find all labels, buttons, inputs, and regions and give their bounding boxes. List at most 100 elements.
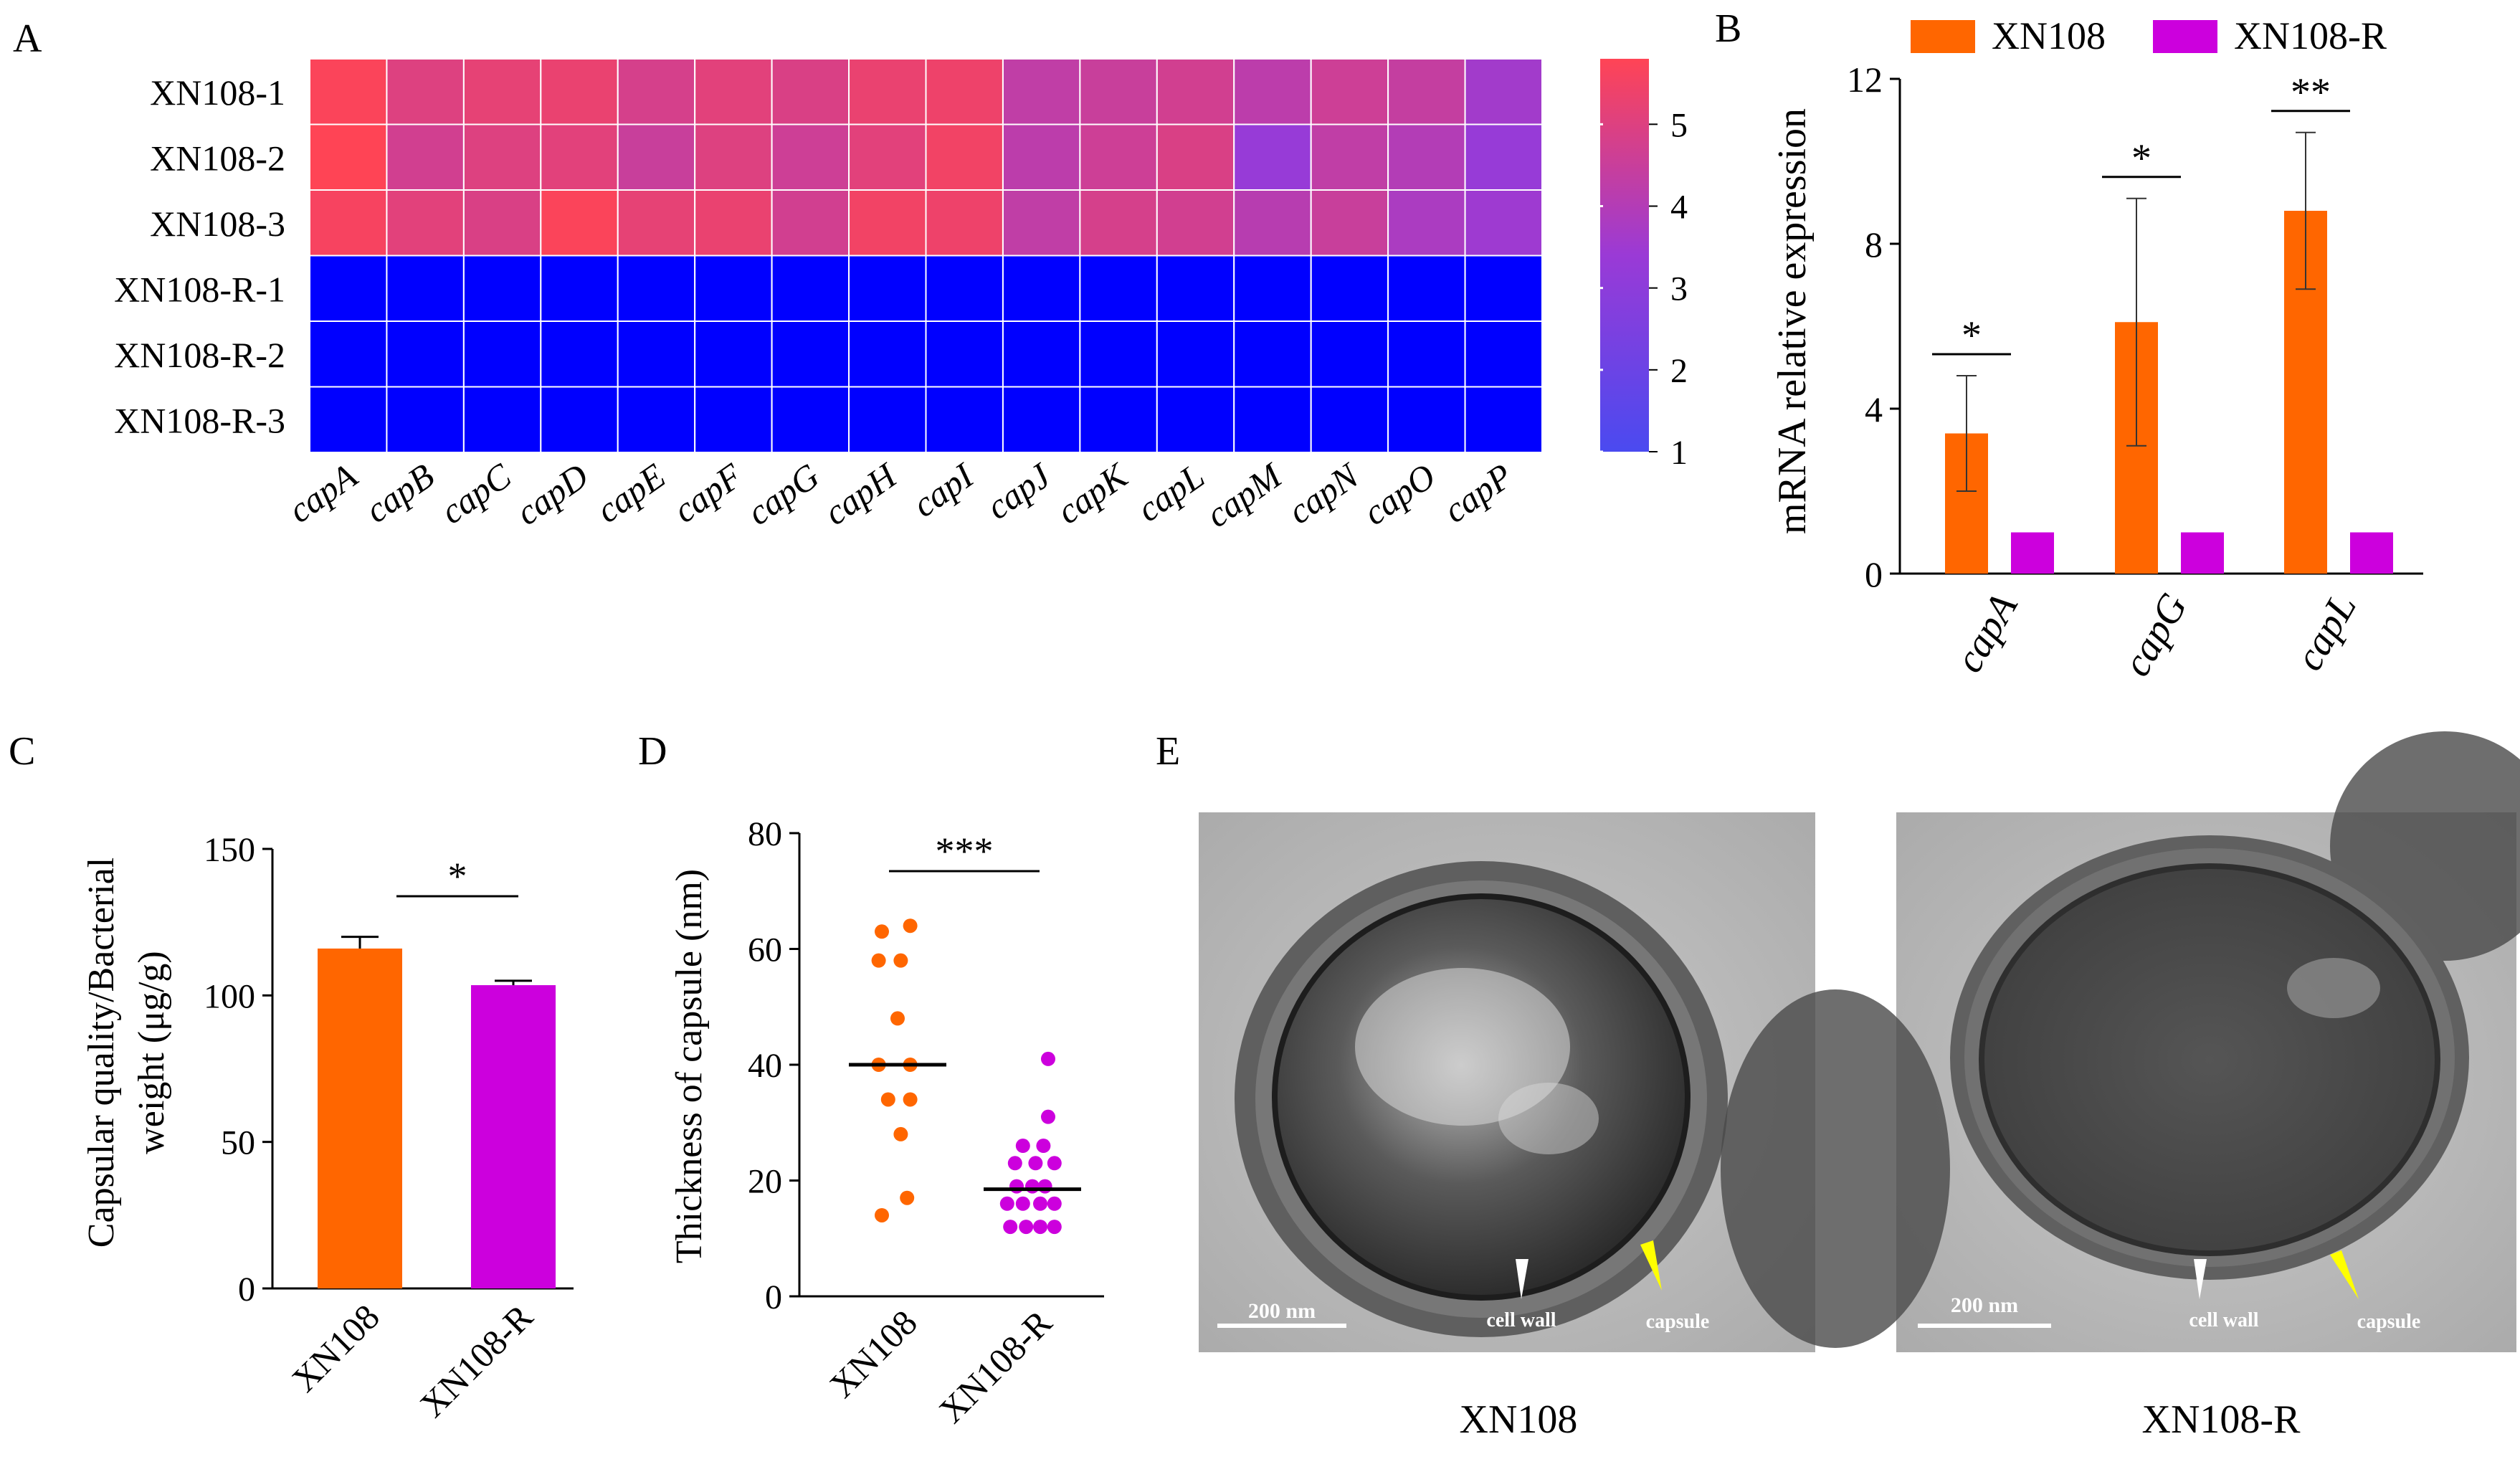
heatmap-cell-xn108-r-3-capa — [309, 386, 388, 453]
chart-d-sig-marker: *** — [936, 830, 994, 873]
heatmap-cell-xn108-r-1-capk — [1079, 255, 1158, 322]
heatmap-row-label: XN108-3 — [150, 204, 285, 244]
heatmap-column-label: capI — [905, 455, 982, 525]
heatmap-cell-xn108-r-1-capl — [1156, 255, 1235, 322]
heatmap-cell-xn108-r-2-capf — [694, 320, 773, 388]
heatmap-cell-xn108-3-capo — [1387, 189, 1466, 257]
colorbar-tick-label: 2 — [1670, 352, 1688, 390]
heatmap-cell-xn108-r-2-capo — [1387, 320, 1466, 388]
heatmap-cell-xn108-r-3-caph — [848, 386, 927, 453]
chart-c-y-tick-label: 100 — [204, 977, 255, 1015]
heatmap-cell-xn108-1-capn — [1310, 58, 1389, 125]
heatmap-column-label: capJ — [979, 455, 1060, 528]
heatmap-row-label: XN108-R-2 — [114, 335, 285, 375]
panel-a-label: A — [13, 16, 42, 61]
heatmap-cell-xn108-r-3-cape — [617, 386, 696, 453]
heatmap — [309, 58, 1543, 453]
heatmap-cell-xn108-r-1-capf — [694, 255, 773, 322]
point-xn108-r-10 — [999, 1196, 1014, 1211]
heatmap-cell-xn108-r-3-capl — [1156, 386, 1235, 453]
heatmap-cell-xn108-3-capl — [1156, 189, 1235, 257]
heatmap-cell-xn108-r-2-capp — [1464, 320, 1543, 388]
point-xn108-11 — [900, 1190, 915, 1205]
chart-b-y-tick-label: 4 — [1865, 389, 1883, 429]
cell-wall-arrow-right — [2194, 1259, 2207, 1299]
heatmap-cell-xn108-r-3-capo — [1387, 386, 1466, 453]
capsule-label-right: capsule — [2357, 1311, 2421, 1333]
heatmap-cell-xn108-2-caph — [848, 123, 927, 191]
point-xn108-10 — [875, 1207, 889, 1222]
heatmap-cell-xn108-2-capj — [1002, 123, 1081, 191]
panel-d-ylabel: Thickness of capsule (nm) — [669, 869, 710, 1263]
heatmap-cell-xn108-3-capd — [540, 189, 619, 257]
colorbar-tick-label: 4 — [1670, 189, 1688, 227]
tem-image-xn108-r: 200 nm cell wall capsule — [1721, 731, 2520, 1352]
heatmap-cell-xn108-r-3-capb — [386, 386, 465, 453]
heatmap-cell-xn108-r-3-capg — [771, 386, 850, 453]
legend-swatch-xn108 — [1911, 20, 1975, 53]
point-xn108-r-4 — [1007, 1156, 1022, 1171]
heatmap-cell-xn108-r-1-capn — [1310, 255, 1389, 322]
chart-d-x-label: XN108 — [822, 1302, 925, 1405]
heatmap-cell-xn108-r-1-capj — [1002, 255, 1081, 322]
chart-b-y-tick-label: 12 — [1847, 60, 1883, 100]
point-xn108-9 — [893, 1126, 908, 1141]
heatmap-cell-xn108-r-1-capd — [540, 255, 619, 322]
heatmap-cell-xn108-2-capd — [540, 123, 619, 191]
bar-xn108-r-capL — [2350, 532, 2393, 574]
heatmap-cell-xn108-r-3-capd — [540, 386, 619, 453]
bar-xn108 — [318, 948, 402, 1288]
heatmap-row-label: XN108-1 — [150, 72, 285, 113]
heatmap-cell-xn108-2-capf — [694, 123, 773, 191]
chart-b: 0 4 8 12 * capA * capG ** capL — [1847, 60, 2423, 684]
chart-b-y-tick-label: 8 — [1865, 224, 1883, 265]
heatmap-cell-xn108-2-cape — [617, 123, 696, 191]
heatmap-cell-xn108-3-capf — [694, 189, 773, 257]
heatmap-cell-xn108-3-caph — [848, 189, 927, 257]
heatmap-cell-xn108-r-2-cape — [617, 320, 696, 388]
heatmap-cell-xn108-r-2-capj — [1002, 320, 1081, 388]
heatmap-cell-xn108-3-capa — [309, 189, 388, 257]
heatmap-cell-xn108-2-capp — [1464, 123, 1543, 191]
heatmap-cell-xn108-r-1-capc — [462, 255, 542, 322]
heatmap-cell-xn108-1-capm — [1233, 58, 1312, 125]
cell-wall-label-left: cell wall — [1486, 1309, 1556, 1331]
heatmap-cell-xn108-r-1-capm — [1233, 255, 1312, 322]
panel-c-ylabel-line1: Capsular quality/Bacterial — [81, 858, 122, 1248]
heatmap-cell-xn108-r-3-capm — [1233, 386, 1312, 453]
heatmap-column-label: capP — [1436, 455, 1519, 531]
heatmap-cell-xn108-1-capf — [694, 58, 773, 125]
point-xn108-7 — [880, 1092, 895, 1107]
heatmap-cell-xn108-r-1-capo — [1387, 255, 1466, 322]
heatmap-column-label: capD — [508, 455, 595, 533]
legend-label-xn108: XN108 — [1992, 14, 2106, 57]
heatmap-cell-xn108-3-capg — [771, 189, 850, 257]
scale-label-left: 200 nm — [1248, 1299, 1316, 1323]
chart-c-y-tick-label: 0 — [238, 1271, 255, 1309]
heatmap-cell-xn108-1-capj — [1002, 58, 1081, 125]
heatmap-cell-xn108-2-capc — [462, 123, 542, 191]
heatmap-cell-xn108-1-cape — [617, 58, 696, 125]
heatmap-row-labels: XN108-1 XN108-2 XN108-3 XN108-R-1 XN108-R-2 X… — [114, 72, 285, 441]
heatmap-row-label: XN108-2 — [150, 138, 285, 178]
panel-d-label: D — [638, 729, 667, 774]
legend-label-xn108-r: XN108-R — [2234, 14, 2387, 57]
point-xn108-r-1 — [1041, 1109, 1055, 1124]
heatmap-cell-xn108-1-capc — [462, 58, 542, 125]
point-xn108-r-2 — [1015, 1139, 1030, 1154]
point-xn108-r-12 — [1033, 1196, 1047, 1211]
heatmap-column-label: capN — [1280, 455, 1367, 532]
tem-image-xn108: 200 nm cell wall capsule — [1199, 812, 1815, 1352]
chart-c: 0 50 100 150 XN108 XN108-R * — [204, 831, 574, 1425]
cell-wall-label-right: cell wall — [2189, 1309, 2258, 1331]
colorbar-tick-label: 3 — [1670, 270, 1688, 308]
colorbar — [1600, 59, 1649, 452]
point-xn108-8 — [903, 1092, 918, 1107]
point-xn108-r-15 — [1019, 1220, 1034, 1235]
sig-marker-capA: * — [1962, 313, 1982, 358]
heatmap-column-label: capE — [589, 455, 672, 531]
point-xn108-r-5 — [1028, 1156, 1043, 1171]
heatmap-cell-xn108-r-2-capc — [462, 320, 542, 388]
heatmap-column-label: capF — [666, 455, 750, 531]
